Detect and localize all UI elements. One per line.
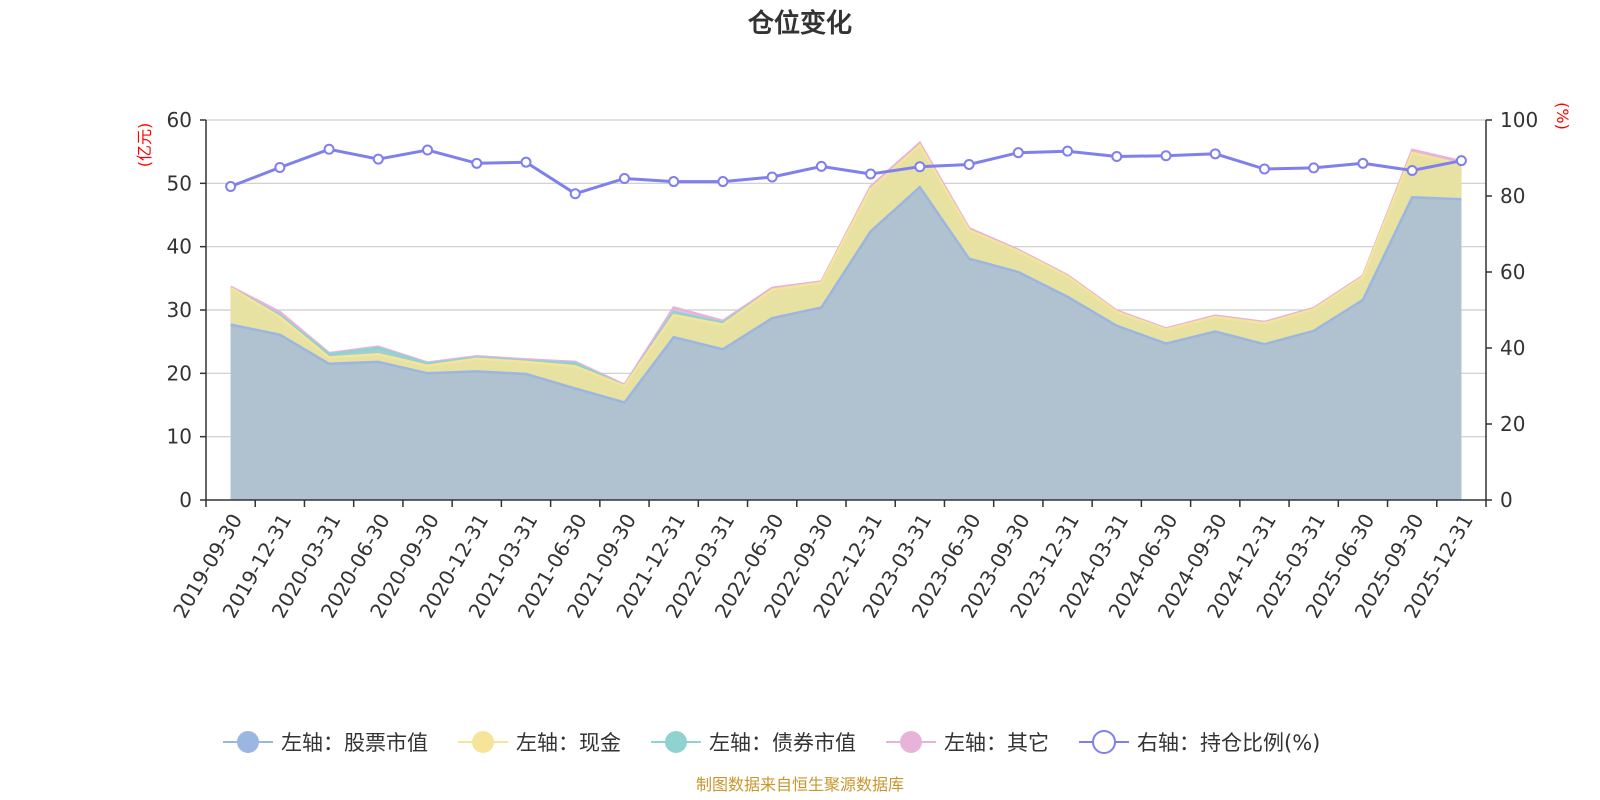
left-tick-label: 0 (179, 488, 192, 512)
legend[interactable]: 左轴：股票市值 左轴：现金 左轴：债券市值 左轴：其它 右轴：持仓比例(%) (223, 730, 1320, 755)
holding-ratio-point[interactable] (225, 181, 237, 192)
holding-ratio-point[interactable] (914, 161, 926, 173)
legend-item[interactable]: 左轴：债券市值 (651, 731, 856, 755)
holding-ratio-point[interactable] (717, 176, 729, 188)
left-tick-label: 40 (167, 235, 192, 259)
legend-label: 右轴：持仓比例(%) (1137, 731, 1320, 755)
right-tick-label: 100 (1500, 108, 1538, 132)
legend-item[interactable]: 左轴：股票市值 (223, 731, 428, 755)
holding-ratio-point[interactable] (618, 173, 630, 185)
right-tick-label: 0 (1500, 488, 1513, 512)
legend-label: 左轴：股票市值 (281, 731, 428, 755)
left-axis-unit: (亿元) (135, 123, 154, 168)
area-左轴：股票市值 (230, 187, 1462, 500)
area-edge-左轴：现金 (229, 143, 1462, 388)
area-edge-左轴：股票市值 (230, 185, 1462, 404)
chart-title: 仓位变化 (747, 8, 852, 39)
holding-ratio-point[interactable] (323, 143, 335, 155)
stacked-areas (229, 140, 1462, 501)
right-tick-label: 60 (1500, 260, 1525, 284)
holding-ratio-point[interactable] (1111, 150, 1123, 162)
holding-ratio-point[interactable] (668, 176, 680, 188)
left-tick-label: 10 (167, 425, 192, 449)
holding-ratio-point[interactable] (1308, 162, 1320, 174)
holding-ratio-point[interactable] (766, 171, 778, 183)
legend-label: 左轴：债券市值 (709, 731, 856, 755)
holding-ratio-point[interactable] (1209, 148, 1221, 160)
left-tick-label: 60 (167, 108, 192, 132)
legend-item[interactable]: 左轴：其它 (886, 731, 1049, 755)
holding-ratio-point[interactable] (1062, 145, 1074, 157)
legend-item[interactable]: 右轴：持仓比例(%) (1079, 730, 1320, 755)
legend-label: 左轴：现金 (516, 731, 621, 755)
legend-marker (665, 731, 687, 753)
holding-ratio-point[interactable] (274, 162, 286, 173)
right-tick-label: 20 (1500, 412, 1525, 436)
left-tick-label: 30 (167, 298, 192, 322)
holding-ratio-series (225, 143, 1467, 200)
left-tick-label: 20 (167, 361, 192, 385)
holding-ratio-point[interactable] (1406, 165, 1418, 177)
left-tick-label: 50 (167, 171, 192, 195)
legend-marker (1092, 730, 1116, 754)
right-axis-unit: (%) (1553, 102, 1572, 130)
holding-ratio-point[interactable] (1357, 157, 1369, 169)
holding-ratio-line (230, 147, 1462, 196)
data-source-note: 制图数据来自恒生聚源数据库 (696, 775, 904, 794)
holding-ratio-point[interactable] (520, 156, 532, 168)
holding-ratio-point[interactable] (569, 188, 581, 200)
legend-marker (237, 731, 259, 753)
holding-ratio-point[interactable] (1258, 163, 1270, 175)
holding-ratio-point[interactable] (422, 144, 434, 156)
holding-ratio-point[interactable] (815, 160, 827, 172)
legend-item[interactable]: 左轴：现金 (458, 731, 621, 755)
holding-ratio-point[interactable] (372, 153, 384, 165)
holding-ratio-point[interactable] (865, 168, 877, 180)
legend-marker (900, 731, 922, 753)
right-tick-label: 40 (1500, 336, 1525, 360)
holding-ratio-point[interactable] (1455, 155, 1467, 167)
holding-ratio-point[interactable] (963, 158, 975, 170)
legend-label: 左轴：其它 (944, 731, 1049, 755)
holding-ratio-point[interactable] (1012, 147, 1024, 159)
holding-ratio-point[interactable] (471, 157, 483, 169)
holding-ratio-point[interactable] (1160, 150, 1172, 162)
right-tick-label: 80 (1500, 184, 1525, 208)
legend-marker (472, 731, 494, 753)
